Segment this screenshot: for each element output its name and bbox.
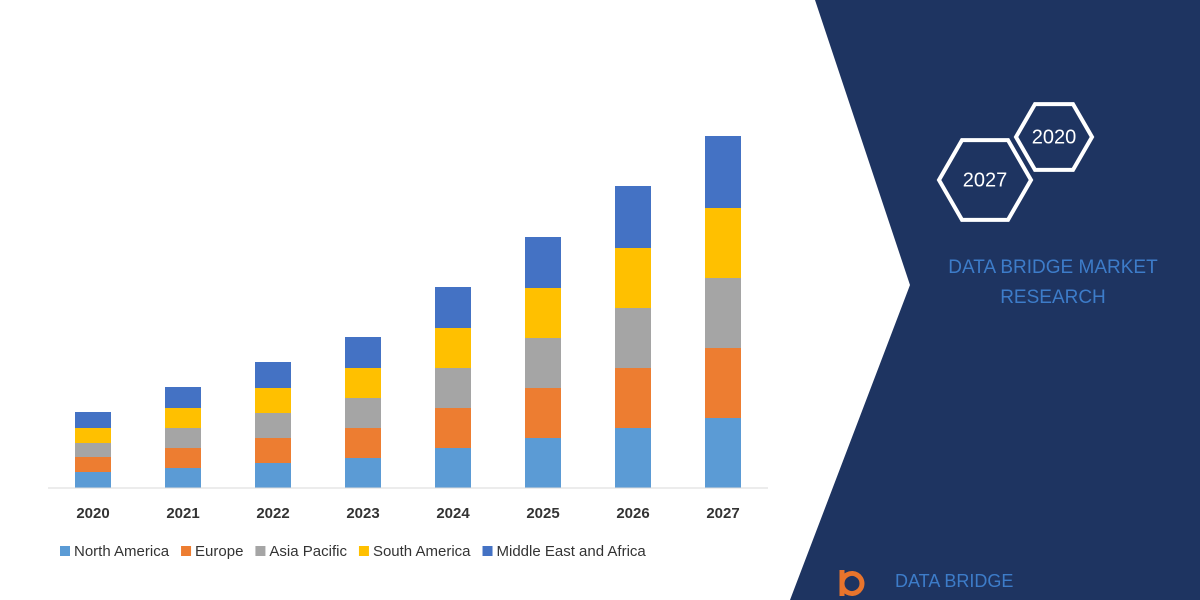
logo-text: DATA BRIDGE [895, 571, 1013, 591]
bar-segment [435, 287, 471, 328]
legend-label: North America [74, 543, 170, 560]
bar-segment [525, 288, 561, 338]
bar-segment [525, 237, 561, 288]
bar-segment [255, 438, 291, 463]
bar-segment [615, 368, 651, 428]
x-tick-label: 2021 [166, 505, 199, 522]
x-tick-label: 2025 [526, 505, 559, 522]
legend-swatch [181, 546, 192, 556]
hexagon-label: 2020 [1032, 126, 1077, 148]
bar-segment [615, 308, 651, 368]
bar-segment [345, 368, 381, 398]
x-tick-label: 2020 [76, 505, 109, 522]
x-tick-label: 2023 [346, 505, 379, 522]
legend-swatch [60, 546, 70, 556]
bar-segment [705, 348, 741, 418]
bar-segment [615, 428, 651, 488]
brand-panel [790, 0, 1200, 600]
bar-segment [75, 412, 111, 428]
bar-segment [75, 472, 111, 488]
brand-text: RESEARCH [1000, 287, 1106, 308]
bar-segment [705, 136, 741, 208]
bar-segment [345, 458, 381, 488]
bar-segment [345, 428, 381, 458]
legend-swatch [255, 546, 266, 556]
bar-segment [165, 408, 201, 428]
bar-segment [435, 408, 471, 448]
bar-segment [615, 186, 651, 248]
bar-segment [255, 413, 291, 438]
bar-segment [165, 387, 201, 408]
legend-label: Middle East and Africa [497, 543, 647, 560]
x-tick-label: 2022 [256, 505, 289, 522]
hexagon [936, 138, 1034, 222]
legend-swatch [482, 546, 493, 556]
bar-segment [75, 428, 111, 443]
bar-segment [75, 443, 111, 457]
bar-segment [615, 248, 651, 308]
bar-segment [345, 398, 381, 428]
legend-label: Asia Pacific [269, 543, 347, 560]
bar-segment [165, 428, 201, 448]
bar-segment [165, 468, 201, 488]
x-tick-label: 2024 [436, 505, 470, 522]
x-tick-label: 2027 [706, 505, 739, 522]
hexagon-label: 2027 [963, 169, 1008, 191]
bar-segment [255, 362, 291, 388]
bar-segment [525, 338, 561, 388]
bar-segment [525, 388, 561, 438]
logo-icon [839, 570, 865, 596]
bar-segment [255, 463, 291, 488]
bar-segment [435, 448, 471, 488]
bar-segment [435, 328, 471, 368]
bar-segment [75, 457, 111, 472]
bar-segment [255, 388, 291, 413]
bar-segment [705, 278, 741, 348]
bar-segment [435, 368, 471, 408]
bar-segment [705, 208, 741, 278]
x-tick-label: 2026 [616, 505, 649, 522]
bar-segment [165, 448, 201, 468]
legend-label: Europe [195, 543, 243, 560]
legend-swatch [358, 546, 369, 556]
legend-label: South America [373, 543, 471, 560]
brand-text: DATA BRIDGE MARKET [948, 257, 1158, 278]
bar-segment [705, 418, 741, 488]
bar-segment [345, 337, 381, 368]
hexagon [1013, 102, 1095, 172]
bar-segment [525, 438, 561, 488]
